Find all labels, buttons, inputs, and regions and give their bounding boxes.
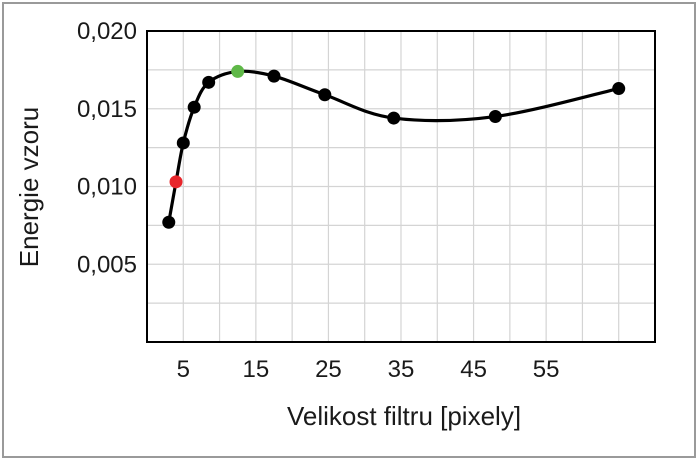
- x-tick-label: 5: [177, 356, 190, 383]
- data-point: [202, 75, 216, 89]
- data-point: [187, 100, 201, 114]
- data-point: [488, 110, 502, 124]
- grid-lines: [147, 31, 655, 342]
- y-tick-label: 0,015: [77, 96, 137, 123]
- data-point: [169, 175, 183, 189]
- data-point: [612, 82, 626, 96]
- x-tick-label: 15: [243, 356, 270, 383]
- x-tick-label: 25: [315, 356, 342, 383]
- x-tick-label: 55: [533, 356, 560, 383]
- y-tick-labels: 0,005 0,010 0,015 0,020: [77, 18, 137, 278]
- y-axis-label: Energie vzoru: [14, 107, 44, 267]
- data-point: [162, 215, 176, 229]
- plot-area: [146, 30, 656, 343]
- data-point: [176, 136, 190, 150]
- data-points: [162, 64, 626, 229]
- series-line: [167, 69, 621, 224]
- data-point: [231, 64, 245, 78]
- y-tick-label: 0,010: [77, 174, 137, 201]
- data-point: [387, 111, 401, 125]
- x-tick-label: 45: [460, 356, 487, 383]
- chart-frame: [2, 2, 696, 458]
- x-tick-labels: 5 15 25 35 45 55: [177, 356, 560, 383]
- y-tick-label: 0,005: [77, 251, 137, 278]
- x-axis-label: Velikost filtru [pixely]: [287, 401, 521, 431]
- x-tick-label: 35: [388, 356, 415, 383]
- y-tick-label: 0,020: [77, 18, 137, 45]
- data-point: [318, 88, 332, 102]
- data-point: [267, 69, 281, 83]
